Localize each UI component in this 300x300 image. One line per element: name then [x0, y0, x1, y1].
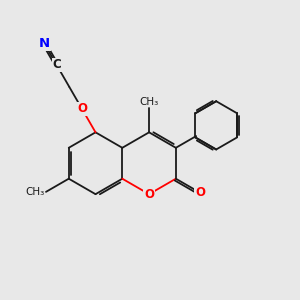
Text: O: O [77, 102, 87, 115]
Text: CH₃: CH₃ [25, 188, 44, 197]
Text: O: O [144, 188, 154, 201]
Text: N: N [39, 38, 50, 50]
Text: O: O [195, 186, 205, 199]
Text: CH₃: CH₃ [140, 97, 159, 107]
Text: C: C [52, 58, 61, 71]
